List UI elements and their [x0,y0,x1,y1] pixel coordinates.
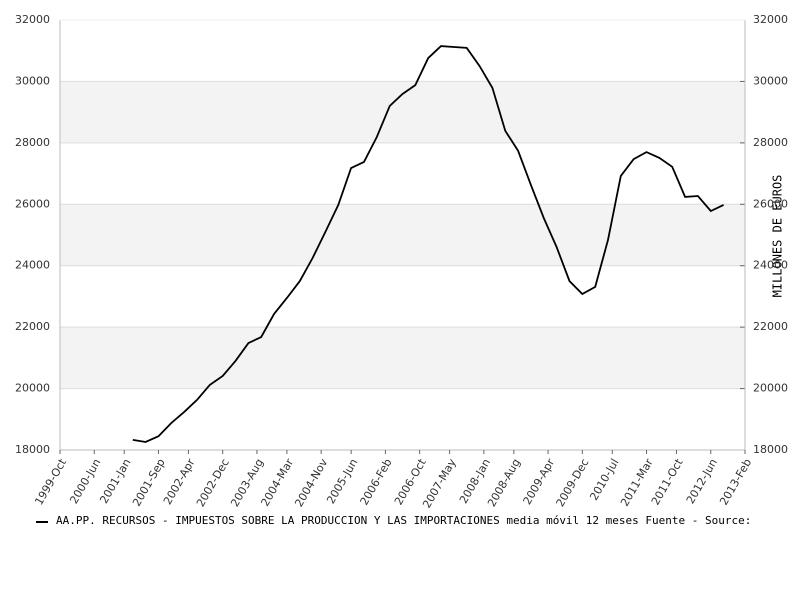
y2-tick-label: 18000 [753,443,788,456]
y-tick-label: 22000 [15,320,50,333]
y2-tick-label: 28000 [753,136,788,149]
x-tick-label: 2004-Nov [292,456,330,509]
y2-tick-label: 32000 [753,13,788,26]
y-tick-label: 32000 [15,13,50,26]
y2-tick-label: 26000 [753,197,788,210]
y-tick-label: 30000 [15,74,50,87]
x-tick-label: 1999-Oct [32,456,69,508]
x-tick-label: 2010-Jul [587,457,621,503]
y2-tick-label: 30000 [753,74,788,87]
grid-band [60,327,745,389]
y-tick-label: 28000 [15,136,50,149]
x-tick-label: 2009-Dec [554,457,592,510]
y2-tick-label: 24000 [753,259,788,272]
x-tick-label: 2002-Dec [194,457,232,510]
grid-band [60,204,745,266]
y-axis-label: MILLONES DE EUROS [771,175,785,298]
x-tick-label: 2012-Jun [684,456,720,506]
data-line [132,45,724,443]
grid-band [60,81,745,143]
y-tick-label: 26000 [15,197,50,210]
y-tick-label: 24000 [15,259,50,272]
y2-tick-label: 20000 [753,382,788,395]
x-tick-label: 2009-Apr [521,456,558,507]
x-tick-label: 2006-Feb [358,456,395,507]
legend-text: AA.PP. RECURSOS - IMPUESTOS SOBRE LA PRO… [56,514,751,527]
y-tick-label: 18000 [15,443,50,456]
x-tick-label: 2013-Feb [717,456,754,507]
y-tick-label: 20000 [15,382,50,395]
y2-tick-label: 22000 [753,320,788,333]
